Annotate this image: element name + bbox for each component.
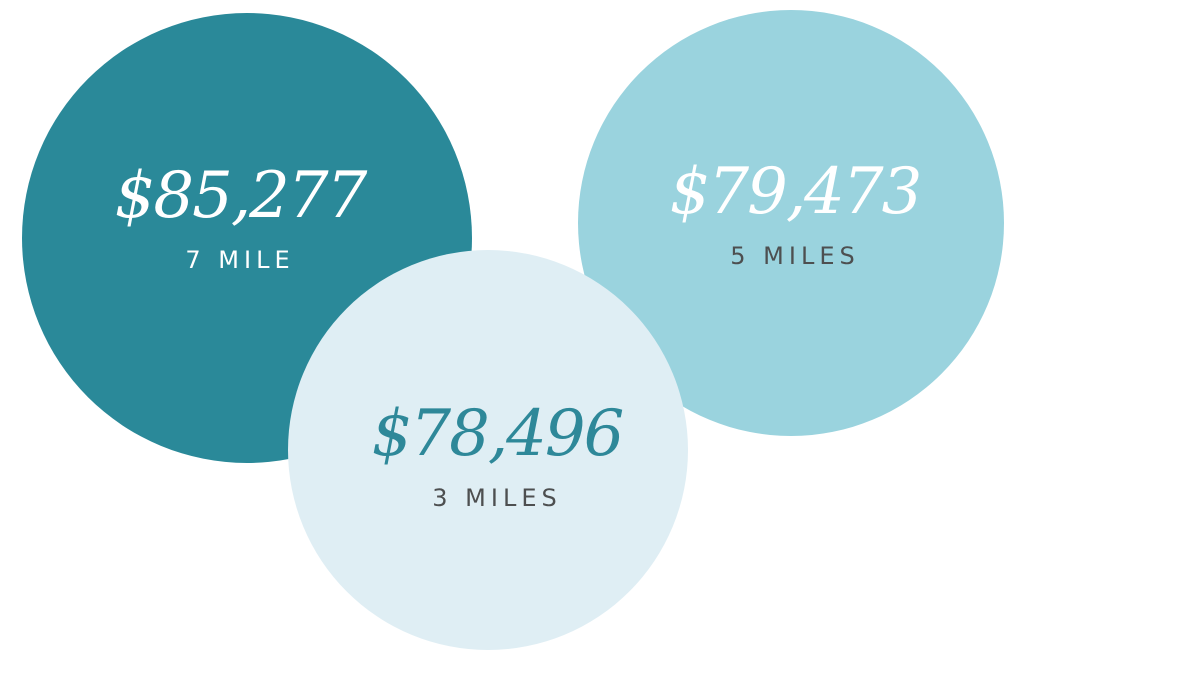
income-value-3-miles: $78,496 [371, 397, 625, 471]
radius-label-5-miles: 5 MILES [730, 242, 860, 270]
bubble-7-mile-text: $85,277 7 MILE [114, 159, 368, 274]
radius-label-3-miles: 3 MILES [432, 484, 562, 512]
radius-label-7-mile: 7 MILE [185, 246, 295, 274]
income-value-7-mile: $85,277 [114, 159, 368, 233]
bubble-3-miles-text: $78,496 3 MILES [371, 397, 625, 512]
bubble-5-miles-text: $79,473 5 MILES [669, 155, 923, 270]
income-value-5-miles: $79,473 [669, 155, 923, 229]
bubble-3-miles [288, 250, 688, 650]
